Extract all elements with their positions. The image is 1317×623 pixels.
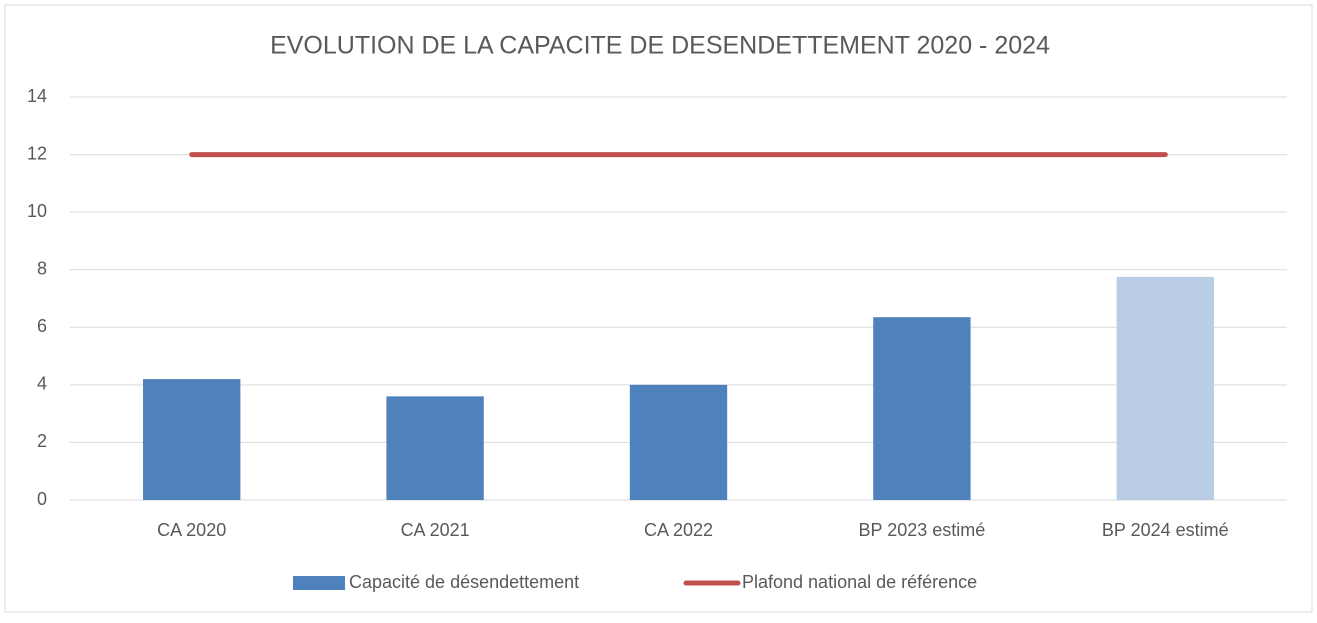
chart-frame xyxy=(4,4,1313,613)
bar xyxy=(873,317,971,500)
y-tick-label: 12 xyxy=(27,143,47,163)
legend-label: Capacité de désendettement xyxy=(349,572,579,592)
y-tick-label: 10 xyxy=(27,201,47,221)
bar xyxy=(143,379,241,500)
legend-label: Plafond national de référence xyxy=(742,572,977,592)
y-tick-label: 0 xyxy=(37,489,47,509)
y-tick-label: 2 xyxy=(37,431,47,451)
chart-title: EVOLUTION DE LA CAPACITE DE DESENDETTEME… xyxy=(270,32,1050,60)
bar xyxy=(1116,276,1214,500)
x-tick-label: BP 2024 estimé xyxy=(1102,520,1229,540)
y-tick-label: 6 xyxy=(37,316,47,336)
y-tick-label: 14 xyxy=(27,86,47,106)
y-tick-label: 8 xyxy=(37,258,47,278)
x-tick-label: CA 2022 xyxy=(644,520,713,540)
legend-swatch xyxy=(293,576,345,590)
y-tick-label: 4 xyxy=(37,374,47,394)
x-tick-label: CA 2020 xyxy=(157,520,226,540)
x-tick-label: BP 2023 estimé xyxy=(859,520,986,540)
x-tick-label: CA 2021 xyxy=(401,520,470,540)
bar xyxy=(386,396,484,500)
bar xyxy=(629,384,728,500)
